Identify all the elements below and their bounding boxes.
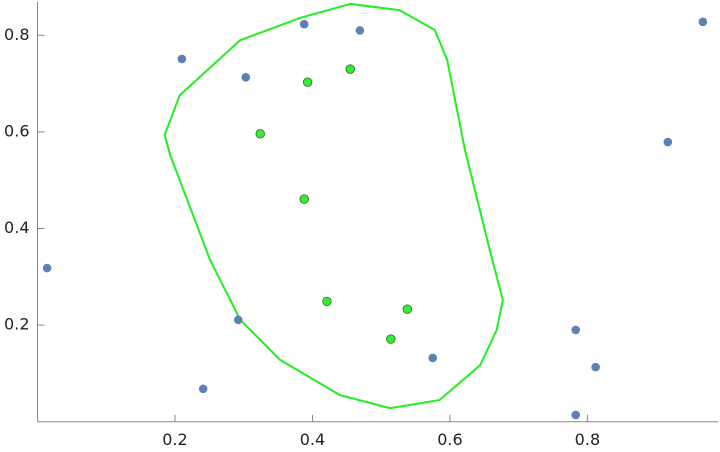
point <box>299 19 309 29</box>
point <box>241 73 251 82</box>
x-tick-label: 0.6 <box>437 430 462 449</box>
point <box>571 410 581 420</box>
x-tick-label: 0.8 <box>575 430 600 449</box>
point <box>355 26 365 35</box>
boundary-curve <box>163 2 504 410</box>
point <box>571 325 581 335</box>
y-tick-label: 0.4 <box>4 218 29 237</box>
point <box>698 17 708 27</box>
x-tick-label: 0.4 <box>300 430 325 449</box>
point <box>302 77 313 87</box>
point <box>345 64 355 74</box>
point <box>402 304 413 314</box>
point <box>233 315 243 325</box>
point <box>255 129 265 139</box>
y-tick-label: 0.6 <box>4 121 29 140</box>
point <box>428 353 438 363</box>
point <box>663 137 673 147</box>
point <box>299 194 309 204</box>
point <box>177 54 187 64</box>
y-tick-label: 0.2 <box>4 315 29 334</box>
point <box>591 362 600 372</box>
x-tick-label: 0.2 <box>162 430 187 449</box>
point <box>198 384 208 394</box>
y-tick-label: 0.8 <box>4 25 29 44</box>
point <box>322 296 332 307</box>
point <box>386 334 396 344</box>
point <box>42 263 52 273</box>
